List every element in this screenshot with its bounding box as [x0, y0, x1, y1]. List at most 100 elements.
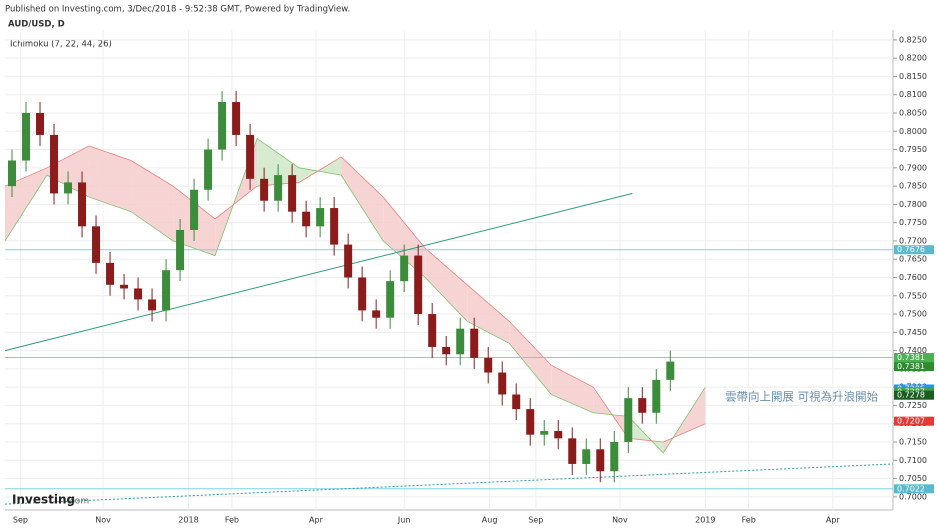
cloud-segment — [131, 160, 174, 241]
logo-suffix: .com — [67, 497, 89, 507]
candle-body — [372, 310, 381, 318]
published-note: Published on Investing.com, 3/Dec/2018 -… — [5, 5, 350, 15]
price-badge-label: 0.7022 — [897, 484, 925, 493]
y-tick-label: 0.8100 — [899, 90, 927, 99]
candle-body — [204, 149, 213, 190]
candle-body — [22, 112, 31, 161]
candle-body — [526, 409, 535, 435]
y-tick-label: 0.8000 — [899, 127, 927, 136]
y-tick-label: 0.7050 — [899, 474, 927, 483]
price-badge — [894, 362, 934, 372]
candle-body — [652, 379, 661, 413]
candle-body — [302, 211, 311, 227]
candle-body — [414, 255, 423, 315]
y-tick-label: 0.7950 — [899, 145, 927, 154]
candle-body — [386, 281, 395, 318]
x-tick-label: Aug — [482, 516, 498, 525]
x-tick-label: Feb — [225, 516, 239, 525]
logo: Investing — [12, 493, 75, 507]
candle-body — [428, 314, 437, 347]
x-tick-label: 2019 — [695, 516, 715, 525]
y-tick-label: 0.7550 — [899, 291, 927, 300]
price-badge-label: 0.7207 — [897, 417, 925, 426]
price-badge — [894, 484, 934, 494]
y-tick-label: 0.7100 — [899, 456, 927, 465]
cloud-segment — [341, 156, 384, 241]
y-tick-label: 0.7700 — [899, 236, 927, 245]
candle-body — [498, 372, 507, 395]
candle-body — [316, 208, 325, 227]
price-badge — [894, 390, 934, 400]
cloud-segment — [89, 145, 132, 212]
candle-body — [624, 398, 633, 443]
price-badge-label: 0.7278 — [897, 391, 925, 400]
x-tick-label: Sep — [528, 516, 543, 525]
candle-body — [610, 442, 619, 472]
trendline — [4, 192, 633, 352]
candle-body — [260, 178, 269, 201]
x-tick-label: Jun — [397, 516, 411, 525]
candle-body — [274, 175, 283, 201]
indicator-label: Ichimoku (7, 22, 44, 26) — [10, 40, 112, 50]
candle-body — [120, 284, 129, 289]
x-tick-label: Sep — [13, 516, 28, 525]
plot: 0.70000.70500.71000.71500.72000.72500.73… — [4, 30, 927, 525]
price-badge-label: 0.7381 — [897, 353, 925, 362]
cloud-segment — [467, 284, 510, 344]
candle-body — [288, 175, 297, 212]
x-tick-label: 2018 — [178, 516, 198, 525]
candle-body — [596, 449, 605, 472]
cloud-span-b — [4, 145, 706, 443]
candle-body — [442, 346, 451, 355]
y-tick-label: 0.7150 — [899, 438, 927, 447]
candle-body — [134, 288, 143, 300]
candle-body — [456, 328, 465, 355]
candle-body — [176, 229, 185, 271]
y-tick-label: 0.7450 — [899, 328, 927, 337]
x-tick-label: Apr — [309, 516, 324, 525]
candle-body — [218, 102, 227, 150]
cloud-segment — [425, 248, 468, 322]
y-tick-label: 0.8200 — [899, 54, 927, 63]
candle-body — [246, 134, 255, 179]
cloud-segment — [257, 138, 300, 187]
candle-body — [470, 328, 479, 358]
candle-body — [666, 361, 675, 380]
candle-body — [162, 270, 171, 311]
y-tick-label: 0.7400 — [899, 346, 927, 355]
trendline — [4, 463, 894, 505]
candle-body — [638, 398, 647, 413]
price-badge — [894, 416, 934, 426]
candle-body — [232, 102, 241, 135]
y-tick-label: 0.7800 — [899, 200, 927, 209]
y-tick-label: 0.7850 — [899, 182, 927, 191]
x-tick-label: Feb — [742, 516, 756, 525]
candle-body — [358, 277, 367, 311]
candle-body — [554, 431, 563, 439]
candle-body — [78, 182, 87, 227]
candle-body — [36, 112, 45, 135]
y-tick-label: 0.7250 — [899, 401, 927, 410]
candle-body — [582, 449, 591, 464]
y-tick-label: 0.7750 — [899, 218, 927, 227]
cloud-span-a — [4, 137, 706, 454]
candle-body — [484, 357, 493, 373]
candle-body — [540, 431, 549, 435]
candle-body — [512, 394, 521, 410]
candle-body — [568, 438, 577, 464]
candle-body — [92, 226, 101, 263]
y-tick-label: 0.7600 — [899, 273, 927, 282]
annotation: 雲帶向上開展 可視為升浪開始 — [725, 390, 879, 404]
x-tick-label: Nov — [612, 516, 628, 525]
candle-body — [106, 262, 115, 285]
y-tick-label: 0.7000 — [899, 492, 927, 501]
candle-body — [8, 160, 17, 187]
x-tick-label: Apr — [826, 516, 841, 525]
y-tick-label: 0.8250 — [899, 35, 927, 44]
y-tick-label: 0.8150 — [899, 72, 927, 81]
candle-body — [64, 182, 73, 194]
candle-body — [148, 299, 157, 311]
price-badge — [894, 245, 934, 255]
